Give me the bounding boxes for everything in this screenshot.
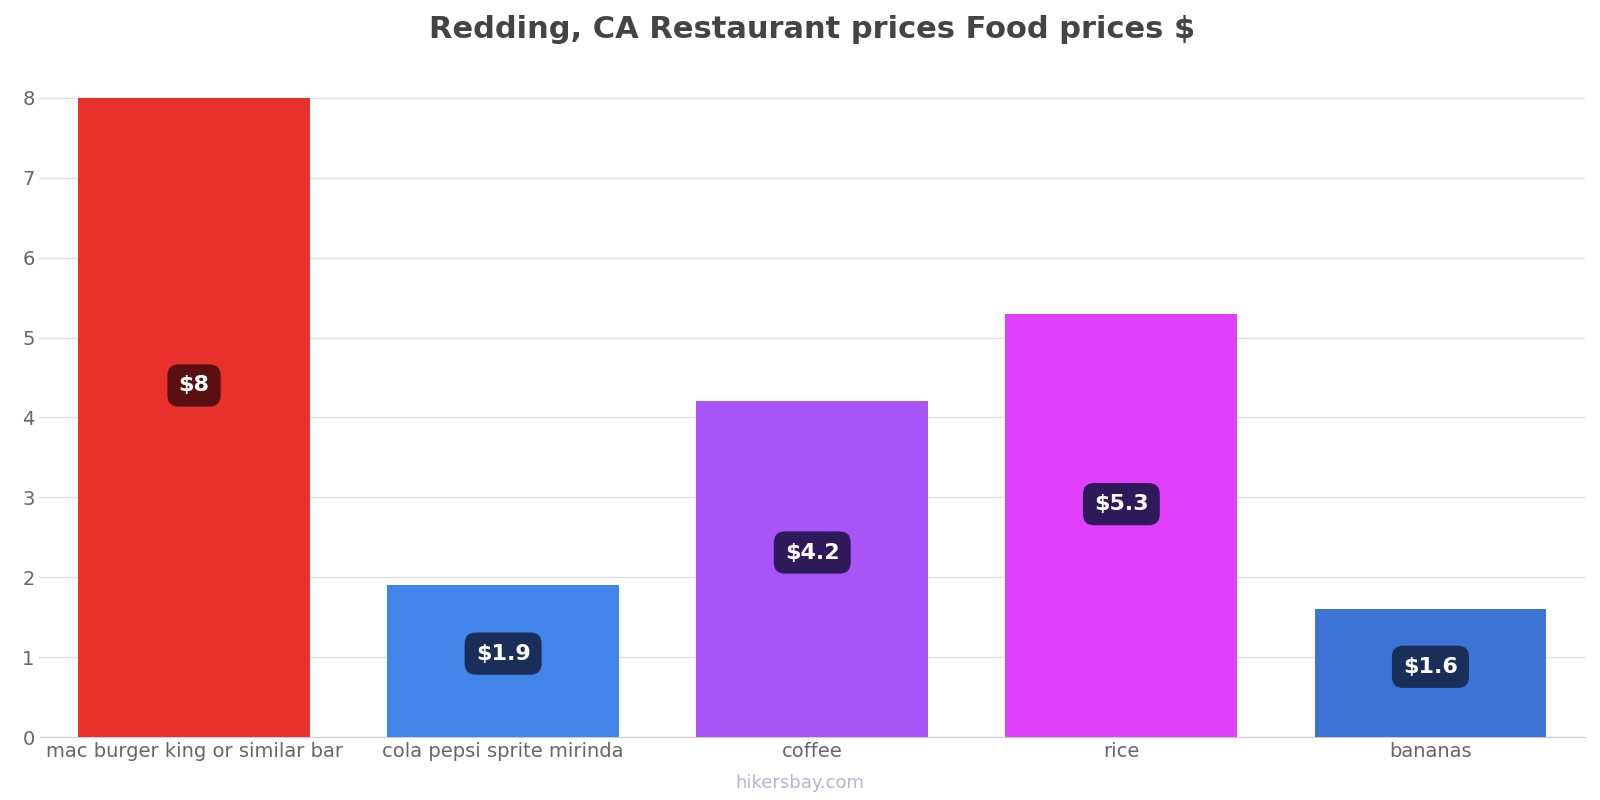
Bar xyxy=(387,586,619,737)
Text: $8: $8 xyxy=(179,375,210,395)
Bar xyxy=(78,98,310,737)
Bar xyxy=(1005,314,1237,737)
Text: $1.6: $1.6 xyxy=(1403,657,1458,677)
Bar xyxy=(696,402,928,737)
Text: $1.9: $1.9 xyxy=(475,644,531,664)
Bar xyxy=(1315,610,1546,737)
Title: Redding, CA Restaurant prices Food prices $: Redding, CA Restaurant prices Food price… xyxy=(429,15,1195,44)
Text: $5.3: $5.3 xyxy=(1094,494,1149,514)
Text: $4.2: $4.2 xyxy=(786,542,840,562)
Text: hikersbay.com: hikersbay.com xyxy=(736,774,864,792)
